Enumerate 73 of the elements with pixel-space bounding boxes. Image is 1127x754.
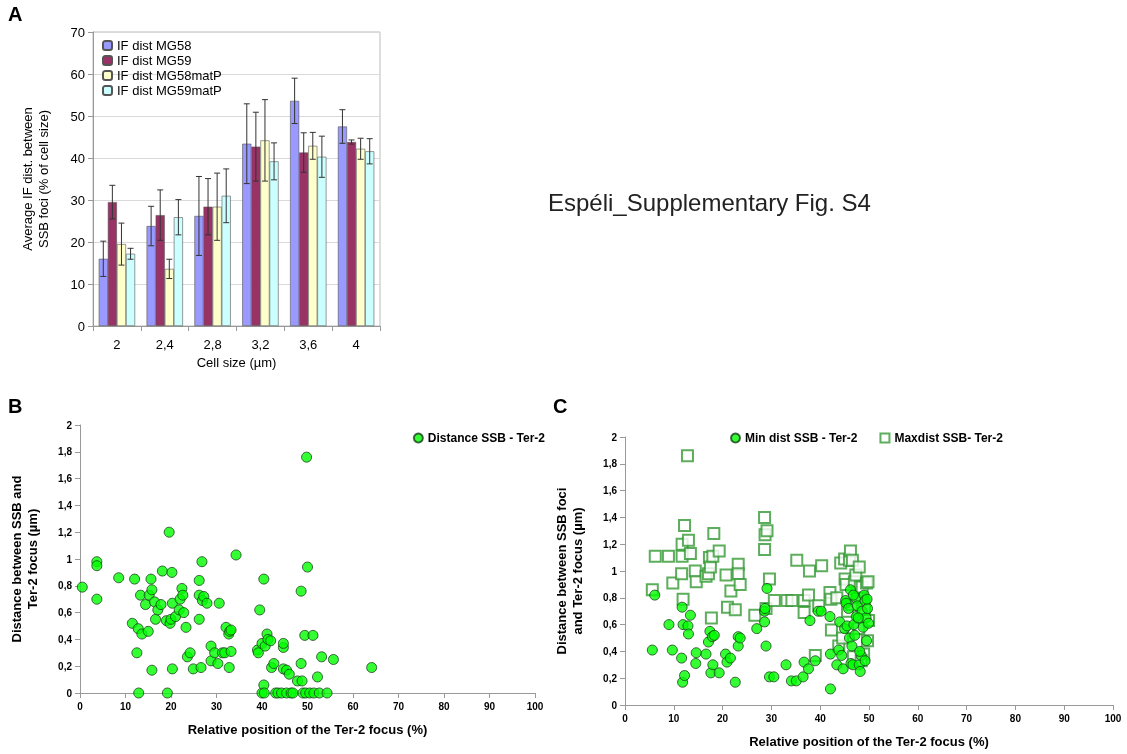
x-tick-label: 90: [483, 700, 496, 712]
y-tick-label: 0,6: [603, 619, 618, 631]
legend-label: IF dist MG58matP: [117, 68, 222, 83]
y-tick-label: 1,2: [603, 538, 618, 550]
y-tick-label: 0,4: [603, 645, 618, 657]
y-tick-label: 60: [70, 66, 85, 82]
x-axis-title: Cell size (µm): [196, 355, 277, 370]
y-tick-label: 0: [66, 687, 73, 699]
y-tick-label: 0,6: [58, 607, 73, 619]
legend-label: Min dist SSB - Ter-2: [745, 431, 858, 445]
chart-title: A: [8, 3, 23, 25]
x-tick-label: 70: [392, 700, 405, 712]
legend-label: IF dist MG59: [117, 53, 192, 68]
y-tick-label: 0: [77, 318, 85, 334]
x-axis-title: Relative position of the Ter-2 focus (%): [749, 733, 989, 749]
x-tick-label: 70: [961, 712, 973, 724]
y-tick-label: 40: [70, 150, 85, 166]
x-tick-label: 3,6: [299, 337, 318, 352]
y-tick-label: 50: [70, 108, 85, 124]
x-tick-label: 100: [1104, 712, 1122, 724]
x-tick-label: 90: [1058, 712, 1071, 724]
x-tick-label: 2,4: [155, 337, 174, 352]
x-tick-label: 10: [119, 700, 132, 712]
y-tick-label: 0,2: [58, 660, 73, 672]
y-tick-label: 30: [70, 192, 85, 208]
y-tick-label: 10: [70, 276, 85, 292]
y-tick-label: 1,6: [58, 473, 73, 485]
x-tick-label: 20: [717, 712, 729, 724]
y-tick-label: 1,4: [603, 511, 618, 523]
x-tick-label: 30: [765, 712, 778, 724]
chart-title: B: [8, 395, 23, 417]
x-axis-title: Relative position of the Ter-2 focus (%): [187, 721, 428, 737]
x-tick-label: 20: [165, 700, 177, 712]
x-tick-label: 4: [352, 337, 360, 352]
text: Espéli_Supplementary Fig. S4: [548, 188, 871, 216]
legend-label: IF dist MG59matP: [117, 83, 222, 98]
y-tick-label: 0,2: [603, 672, 618, 684]
y-tick-label: 0,8: [58, 580, 73, 592]
x-tick-label: 40: [814, 712, 827, 724]
y-tick-label: 1: [66, 553, 73, 565]
y-tick-label: 1,8: [58, 446, 73, 458]
y-tick-label: 1,8: [603, 458, 618, 470]
y-axis-title: Distance between SSB and Ter-2 focus (µm): [8, 475, 40, 643]
y-tick-label: 1,6: [603, 485, 618, 497]
legend-label: IF dist MG58: [117, 38, 192, 53]
x-tick-label: 100: [526, 700, 544, 712]
x-tick-label: 80: [438, 700, 450, 712]
x-tick-label: 2: [113, 337, 121, 352]
legend-label: Maxdist SSB- Ter-2: [894, 431, 1004, 445]
x-tick-label: 30: [210, 700, 223, 712]
x-tick-label: 2,8: [203, 337, 222, 352]
x-tick-label: 3,2: [251, 337, 270, 352]
y-axis-title: Distance between SSB foci and Ter-2 focus (µm): [553, 487, 585, 655]
x-tick-label: 50: [301, 700, 314, 712]
y-tick-label: 0,4: [58, 633, 73, 645]
y-tick-label: 1,4: [58, 499, 73, 511]
x-tick-label: 40: [256, 700, 268, 712]
x-tick-label: 80: [1009, 712, 1022, 724]
x-tick-label: 50: [863, 712, 875, 724]
y-tick-label: 1,2: [58, 526, 73, 538]
chart-title: C: [553, 395, 568, 417]
y-tick-label: 2: [611, 431, 618, 443]
y-tick-label: 0,8: [603, 592, 618, 604]
y-tick-label: 1: [611, 565, 618, 577]
x-tick-label: 10: [668, 712, 680, 724]
x-tick-label: 0: [622, 712, 629, 724]
x-tick-label: 60: [912, 712, 924, 724]
y-tick-label: 70: [70, 24, 85, 40]
y-tick-label: 2: [66, 419, 73, 431]
y-axis-title: Average IF dist. between SSB foci (% of cell size): [19, 107, 51, 251]
x-tick-label: 60: [347, 700, 359, 712]
y-tick-label: 20: [70, 234, 85, 250]
legend-label: Distance SSB - Ter-2: [427, 431, 546, 445]
